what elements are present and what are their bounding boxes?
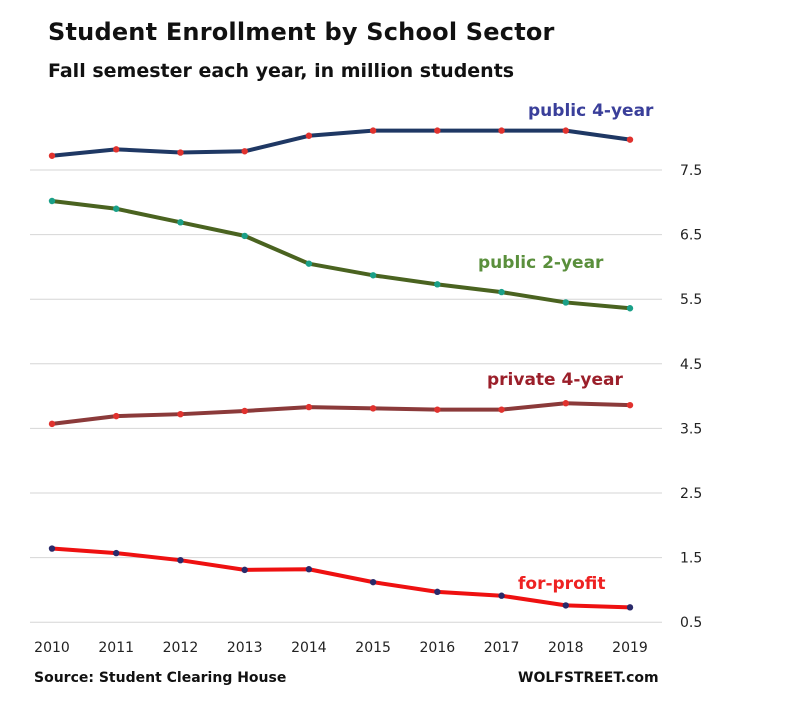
- y-tick-label: 5.5: [680, 292, 702, 308]
- data-point: [48, 545, 56, 552]
- y-tick-label: 3.5: [680, 421, 702, 437]
- data-point: [241, 232, 248, 240]
- data-point: [369, 405, 377, 412]
- data-point: [562, 127, 569, 134]
- data-point: [498, 406, 505, 413]
- data-point: [305, 260, 313, 267]
- x-tick-label: 2015: [355, 640, 391, 656]
- series-label: private 4-year: [487, 370, 623, 390]
- data-point: [177, 556, 184, 564]
- data-point: [498, 592, 505, 599]
- data-point: [626, 604, 634, 611]
- series-line: [50, 128, 632, 158]
- data-point: [241, 148, 248, 155]
- data-point: [177, 149, 184, 156]
- chart-subtitle: Fall semester each year, in million stud…: [48, 60, 515, 82]
- data-point: [305, 132, 313, 139]
- data-point: [434, 588, 441, 596]
- data-point: [113, 412, 120, 420]
- data-point: [434, 281, 441, 288]
- x-tick-label: 2010: [34, 640, 70, 656]
- source-note: Source: Student Clearing House: [34, 670, 287, 686]
- data-point: [498, 127, 505, 134]
- data-point: [241, 566, 248, 574]
- x-tick-label: 2014: [291, 640, 327, 656]
- x-tick-label: 2011: [98, 640, 134, 656]
- x-tick-label: 2017: [484, 640, 520, 656]
- data-point: [626, 305, 634, 312]
- y-tick-label: 1.5: [680, 551, 702, 567]
- data-point: [113, 549, 120, 557]
- data-point: [369, 578, 377, 586]
- brand-watermark: WOLFSTREET.com: [518, 670, 659, 686]
- x-tick-label: 2019: [612, 640, 648, 656]
- data-point: [241, 407, 248, 415]
- x-tick-label: 2013: [227, 640, 263, 656]
- x-tick-label: 2012: [163, 640, 199, 656]
- y-tick-label: 7.5: [680, 163, 702, 179]
- series-label: public 4-year: [528, 101, 654, 121]
- y-tick-label: 4.5: [680, 357, 702, 373]
- data-point: [626, 136, 634, 143]
- y-tick-label: 6.5: [680, 228, 702, 244]
- y-tick-label: 0.5: [680, 615, 702, 631]
- data-point: [369, 127, 377, 134]
- data-point: [562, 400, 569, 407]
- data-point: [48, 197, 56, 205]
- y-tick-label: 2.5: [680, 486, 702, 502]
- data-point: [498, 288, 505, 296]
- data-point: [626, 401, 634, 409]
- data-point: [369, 272, 377, 279]
- data-point: [305, 566, 313, 573]
- data-point: [305, 403, 313, 411]
- x-tick-label: 2016: [420, 640, 456, 656]
- series-label: public 2-year: [478, 253, 604, 273]
- data-point: [48, 152, 56, 159]
- x-tick-label: 2018: [548, 640, 584, 656]
- data-point: [177, 219, 184, 226]
- chart-title: Student Enrollment by School Sector: [48, 18, 555, 46]
- data-point: [434, 406, 441, 413]
- series-label: for-profit: [518, 574, 605, 594]
- data-point: [177, 410, 184, 418]
- series-line: [50, 401, 632, 426]
- data-point: [48, 420, 56, 428]
- data-point: [434, 127, 441, 134]
- data-point: [562, 299, 569, 306]
- data-point: [562, 602, 569, 609]
- series-line: [50, 199, 632, 311]
- data-point: [113, 205, 120, 212]
- series-line: [50, 546, 632, 610]
- data-point: [113, 146, 120, 153]
